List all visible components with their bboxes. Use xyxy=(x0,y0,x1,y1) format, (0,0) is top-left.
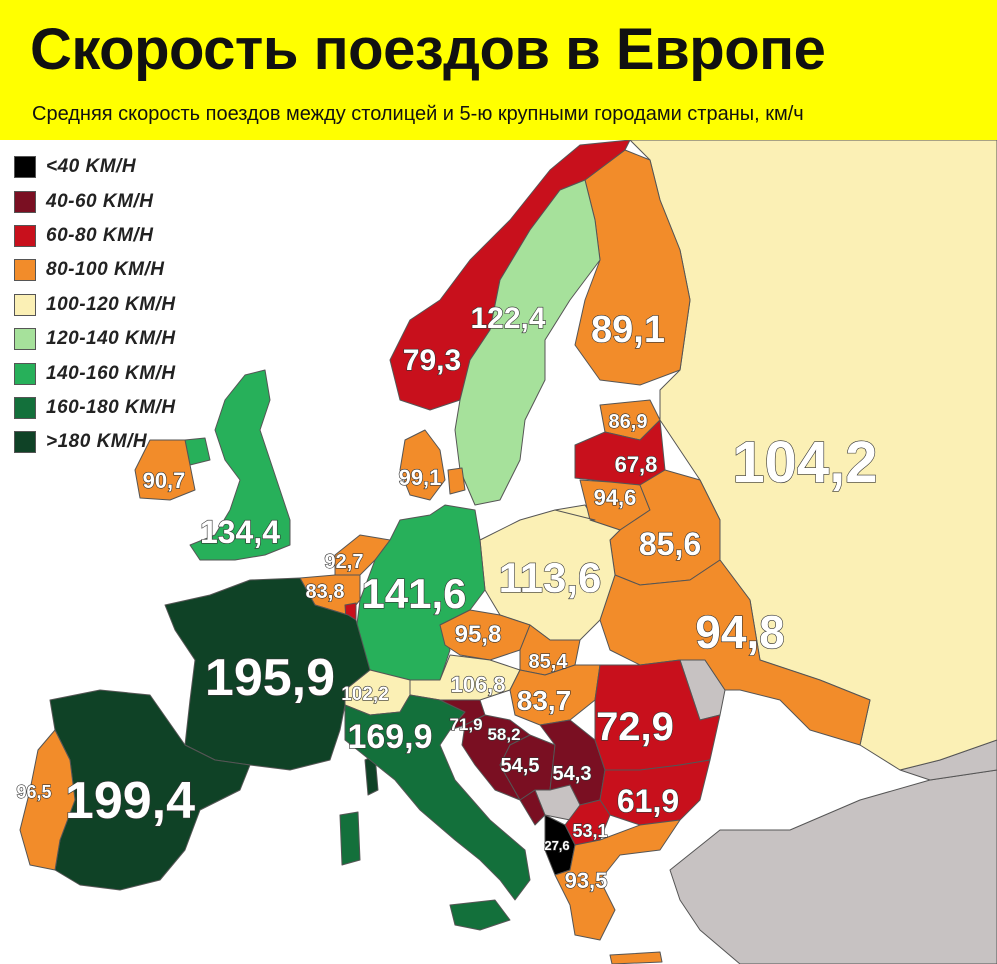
country-greece xyxy=(554,819,681,941)
label-norway: 79,3 xyxy=(403,344,461,377)
label-bosnia: 54,5 xyxy=(501,755,540,777)
header: Скорость поездов в Европе Средняя скорос… xyxy=(0,0,997,140)
legend-label: 60-80 KM/H xyxy=(46,224,154,246)
europe-map: 104,2 89,1 122,4 79,3 86,9 67,8 94,6 85,… xyxy=(16,140,997,964)
legend-item: 100-120 KM/H xyxy=(14,288,176,322)
legend-label: <40 KM/H xyxy=(46,156,137,178)
label-hungary: 83,7 xyxy=(517,685,572,716)
label-belarus: 85,6 xyxy=(639,526,701,562)
country-germany xyxy=(354,504,486,681)
label-slovenia: 71,9 xyxy=(449,715,482,734)
label-germany: 141,6 xyxy=(361,570,466,617)
country-sweden xyxy=(454,179,601,506)
label-uk: 134,4 xyxy=(200,514,280,550)
country-denmark-zealand xyxy=(447,467,466,495)
label-serbia: 54,3 xyxy=(553,763,592,785)
legend-label: >180 KM/H xyxy=(46,431,148,453)
page-title: Скорость поездов в Европе xyxy=(30,17,826,82)
label-netherlands: 92,7 xyxy=(325,551,364,573)
legend-item: 60-80 KM/H xyxy=(14,219,176,253)
legend-item: 160-180 KM/H xyxy=(14,391,176,425)
country-ireland xyxy=(134,439,196,501)
value-labels: 104,2 89,1 122,4 79,3 86,9 67,8 94,6 85,… xyxy=(16,301,878,893)
page-subtitle: Средняя скорость поездов между столицей … xyxy=(32,103,804,125)
label-spain: 199,4 xyxy=(65,772,195,830)
legend-swatch xyxy=(14,259,36,282)
legend-item: 80-100 KM/H xyxy=(14,253,176,287)
legend-swatch xyxy=(14,156,36,179)
label-france: 195,9 xyxy=(205,649,335,707)
label-romania: 72,9 xyxy=(596,705,674,749)
label-finland: 89,1 xyxy=(591,309,665,351)
label-portugal: 96,5 xyxy=(16,782,51,802)
label-north-macedonia: 53,1 xyxy=(572,821,607,841)
label-estonia: 86,9 xyxy=(609,411,648,433)
label-russia: 104,2 xyxy=(732,430,877,495)
label-ukraine: 94,8 xyxy=(695,606,785,658)
label-austria: 106,8 xyxy=(450,672,505,697)
label-lithuania: 94,6 xyxy=(594,485,637,510)
country-france xyxy=(164,577,371,771)
label-denmark: 99,1 xyxy=(399,465,442,490)
legend-swatch xyxy=(14,293,36,316)
label-croatia: 58,2 xyxy=(487,725,520,744)
country-italy-sicily xyxy=(449,899,511,931)
legend-swatch xyxy=(14,190,36,213)
region-turkey xyxy=(669,769,997,964)
legend-label: 80-100 KM/H xyxy=(46,259,165,281)
label-poland: 113,6 xyxy=(499,554,602,601)
label-italy: 169,9 xyxy=(347,718,432,756)
legend-label: 140-160 KM/H xyxy=(46,362,176,384)
legend: <40 KM/H 40-60 KM/H 60-80 KM/H 80-100 KM/H 1… xyxy=(14,150,176,460)
label-switzerland: 102,2 xyxy=(341,684,389,705)
country-portugal xyxy=(19,729,76,871)
label-albania: 27,6 xyxy=(544,838,569,853)
label-sweden: 122,4 xyxy=(470,302,545,335)
country-finland xyxy=(574,149,691,386)
legend-label: 120-140 KM/H xyxy=(46,328,176,350)
legend-swatch xyxy=(14,431,36,454)
legend-label: 160-180 KM/H xyxy=(46,396,176,418)
label-slovakia: 85,4 xyxy=(529,651,569,673)
legend-item: 40-60 KM/H xyxy=(14,184,176,218)
label-latvia: 67,8 xyxy=(615,452,658,477)
country-denmark xyxy=(399,429,446,501)
label-ireland: 90,7 xyxy=(143,468,186,493)
country-uk xyxy=(189,369,291,561)
label-czechia: 95,8 xyxy=(455,621,502,648)
label-belgium: 83,8 xyxy=(306,581,345,603)
legend-swatch xyxy=(14,328,36,351)
legend-label: 40-60 KM/H xyxy=(46,190,154,212)
legend-item: <40 KM/H xyxy=(14,150,176,184)
legend-item: 120-140 KM/H xyxy=(14,322,176,356)
legend-swatch xyxy=(14,396,36,419)
legend-item: >180 KM/H xyxy=(14,425,176,459)
legend-item: 140-160 KM/H xyxy=(14,356,176,390)
country-greece-crete xyxy=(609,951,663,964)
label-bulgaria: 61,9 xyxy=(617,783,679,819)
country-italy-sardinia xyxy=(339,811,361,866)
legend-label: 100-120 KM/H xyxy=(46,293,176,315)
legend-swatch xyxy=(14,224,36,247)
legend-swatch xyxy=(14,362,36,385)
label-greece: 93,5 xyxy=(565,868,608,893)
